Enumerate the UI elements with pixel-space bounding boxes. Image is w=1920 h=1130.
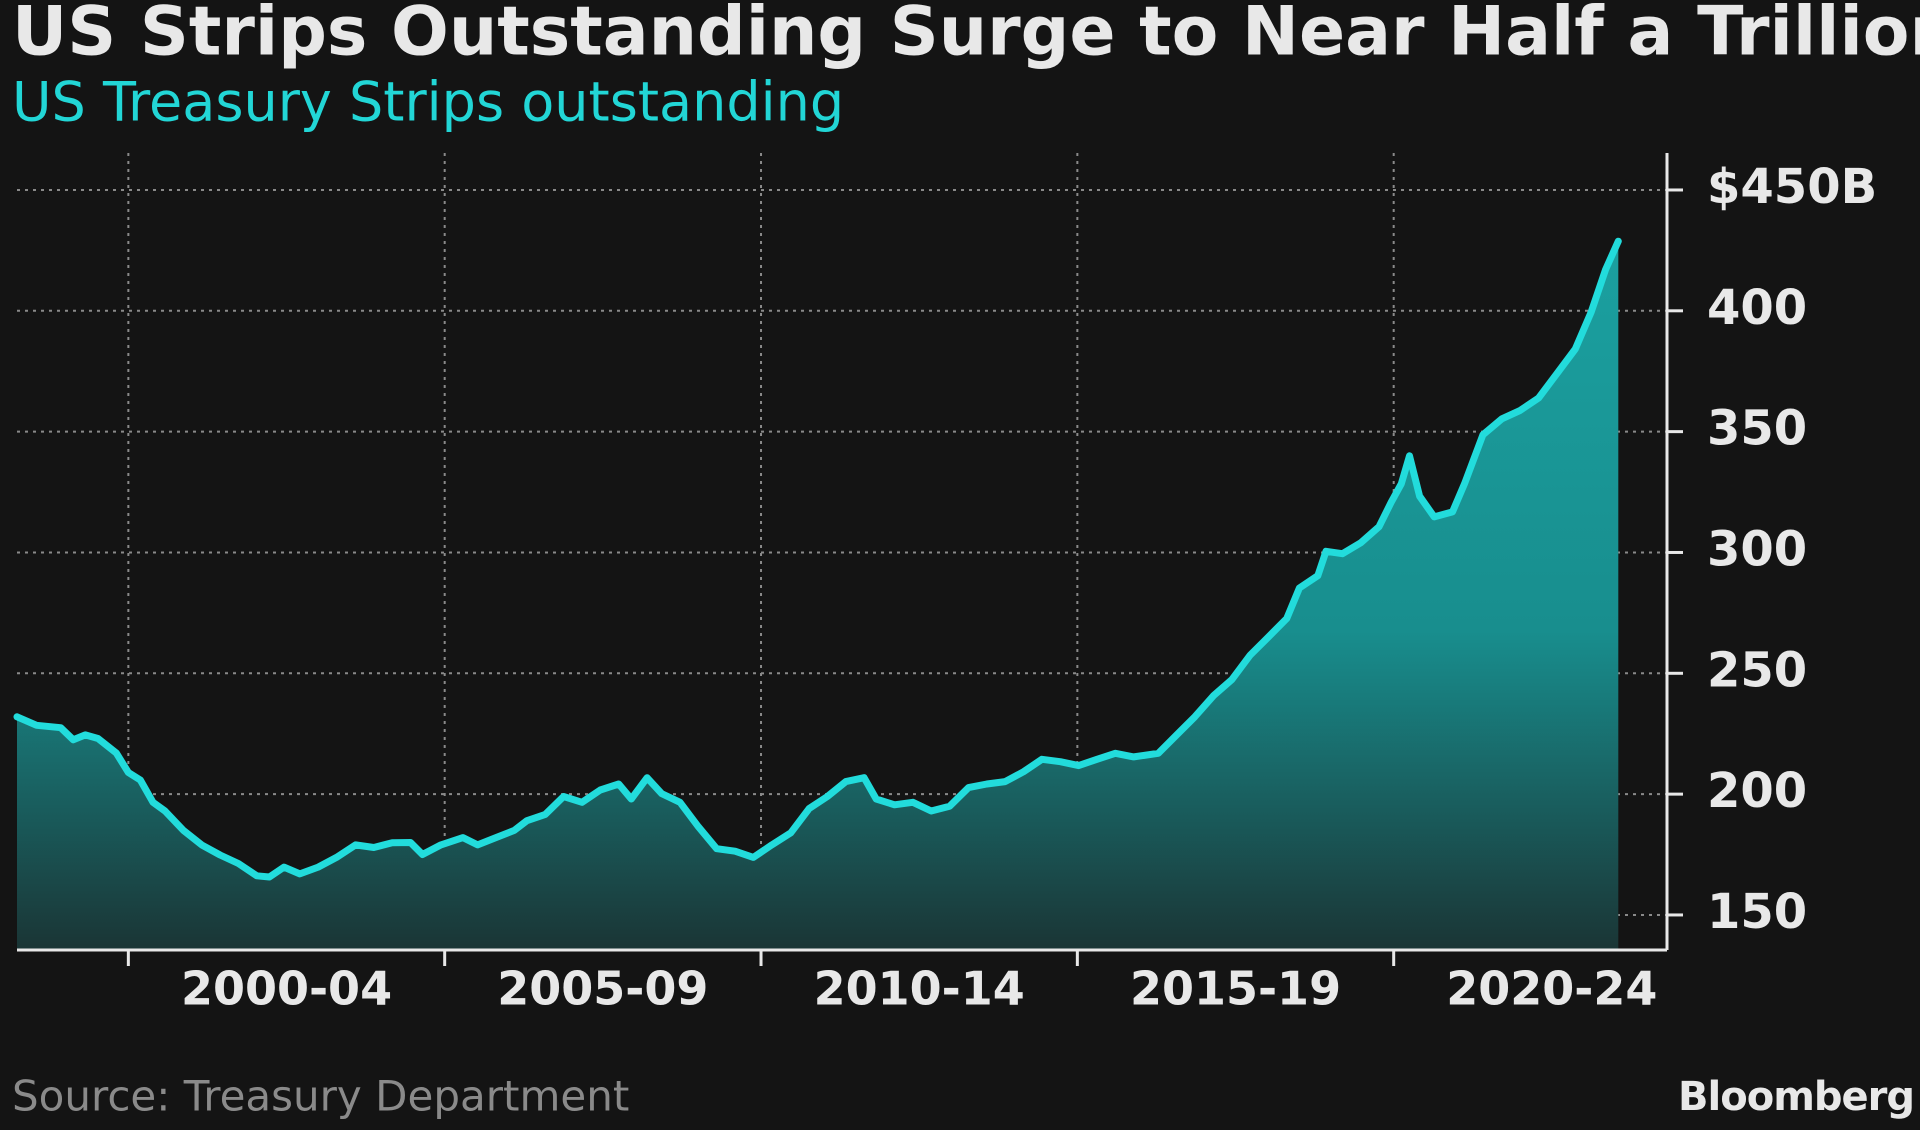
x-tick-label: 2000-04 xyxy=(181,962,392,1016)
y-tick-label: $450B xyxy=(1707,159,1877,215)
x-tick-label: 2010-14 xyxy=(814,962,1025,1016)
y-tick-label: 350 xyxy=(1707,401,1807,457)
chart-title: US Strips Outstanding Surge to Near Half… xyxy=(12,0,1920,72)
source-note: Source: Treasury Department xyxy=(12,1072,629,1121)
x-tick-label: 2015-19 xyxy=(1130,962,1341,1016)
y-tick-label: 250 xyxy=(1707,642,1807,698)
area-fill xyxy=(17,241,1619,950)
y-tick-label: 400 xyxy=(1707,280,1807,336)
x-tick-label: 2005-09 xyxy=(497,962,708,1016)
line xyxy=(13,237,1622,881)
y-tick-label: 300 xyxy=(1707,521,1807,577)
logo: Bloomberg xyxy=(1678,1074,1914,1120)
chart-subtitle: US Treasury Strips outstanding xyxy=(12,71,844,134)
y-tick-label: 150 xyxy=(1707,884,1807,940)
x-tick-label: 2020-24 xyxy=(1446,962,1657,1016)
y-tick-label: 200 xyxy=(1707,763,1807,819)
